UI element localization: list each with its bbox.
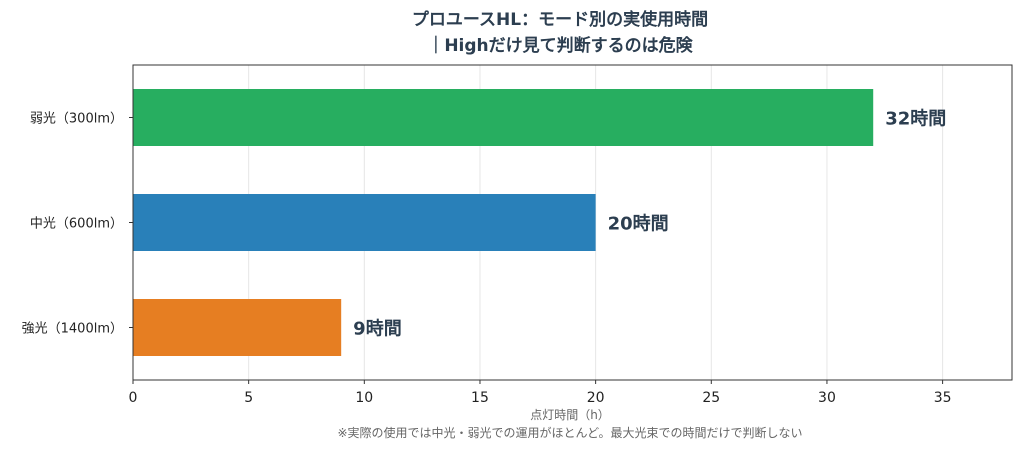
bar-1 xyxy=(133,194,596,251)
plot-frame xyxy=(132,64,1013,381)
bar-2 xyxy=(133,299,342,356)
y-tick-label: 中光（600lm） xyxy=(30,217,123,232)
x-tick-label: 20 xyxy=(587,390,605,406)
data-label: 9時間 xyxy=(353,319,402,340)
x-tick-label: 35 xyxy=(934,390,952,406)
x-tick-label: 5 xyxy=(244,390,253,406)
x-tick-label: 30 xyxy=(818,390,836,406)
x-tick-label: 10 xyxy=(355,390,373,406)
y-tick-label: 弱光（300lm） xyxy=(30,112,123,127)
chart-note: ※実際の使用では中光・弱光での運用がほとんど。最大光束での時間だけで判断しない xyxy=(337,425,802,440)
x-tick-label: 25 xyxy=(702,390,720,406)
data-label: 20時間 xyxy=(608,214,669,235)
chart-title-line2: ｜Highだけ見て判断するのは危険 xyxy=(427,35,693,56)
data-label: 32時間 xyxy=(885,109,946,130)
x-tick-label: 15 xyxy=(471,390,489,406)
x-axis-label: 点灯時間（h） xyxy=(530,408,610,422)
bar-0 xyxy=(133,89,874,146)
x-tick-label: 0 xyxy=(129,390,138,406)
y-tick-label: 強光（1400lm） xyxy=(22,322,123,337)
chart-title-line1: プロユースHL：モード別の実使用時間 xyxy=(412,9,708,30)
